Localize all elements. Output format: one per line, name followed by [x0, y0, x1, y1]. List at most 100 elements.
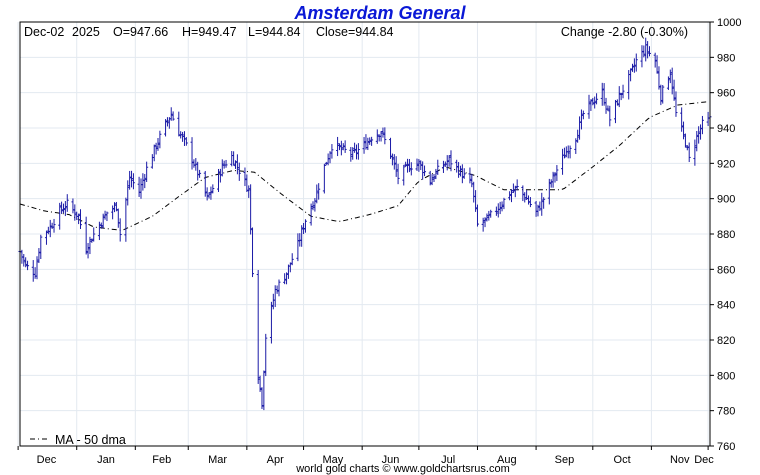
close-value: Close=944.84: [316, 25, 394, 39]
ohlc-bar: [39, 234, 43, 260]
ohlc-bar: [447, 155, 451, 167]
ohlc-bar: [269, 301, 273, 344]
ohlc-bar: [92, 227, 96, 242]
ohlc-bar: [600, 82, 604, 106]
ohlc-bar: [354, 144, 358, 160]
ohlc-bar: [309, 203, 313, 226]
ohlc-bar: [169, 107, 173, 121]
ohlc-bar: [381, 127, 385, 138]
ohlc-bar: [156, 138, 160, 151]
ohlc-bar: [145, 161, 149, 183]
ohlc-bar: [394, 156, 398, 177]
ohlc-bar: [88, 236, 92, 255]
ohlc-bar: [687, 142, 691, 163]
y-tick-label: 760: [717, 441, 735, 453]
y-tick-label: 1000: [717, 17, 741, 29]
ohlc-bar: [579, 109, 583, 130]
ohlc-bar: [52, 218, 56, 233]
ohlc-bar: [84, 216, 88, 255]
ohlc-bar: [666, 76, 670, 90]
ohlc-bar: [436, 159, 440, 175]
ohlc-bar: [606, 105, 610, 112]
ohlc-bar: [423, 165, 427, 177]
ohlc-bar: [555, 165, 559, 182]
ohlc-bar: [235, 154, 239, 175]
ohlc-bar: [343, 140, 347, 153]
ma-50dma-path: [19, 101, 709, 232]
ohlc-bar: [562, 147, 566, 159]
ohlc-bar: [502, 197, 506, 210]
ohlc-bar: [700, 115, 704, 135]
ohlc-bar: [130, 170, 134, 188]
x-tick-label: Oct: [614, 454, 631, 466]
year-label: 2025: [72, 25, 100, 39]
ohlc-bar: [523, 192, 527, 203]
x-tick-label: Jun: [382, 454, 400, 466]
ohlc-bar: [508, 191, 512, 201]
ohlc-bar: [339, 140, 343, 156]
ohlc-bar: [353, 142, 357, 153]
moving-average-line: [19, 101, 709, 232]
ohlc-bar: [349, 146, 353, 162]
ohlc-bar: [646, 41, 650, 59]
ohlc-bar: [35, 256, 39, 280]
ohlc-bar: [581, 110, 585, 120]
ohlc-bar: [396, 163, 400, 185]
ohlc-bar: [368, 137, 372, 145]
ohlc-bar: [177, 111, 181, 137]
x-tick-label: Jan: [97, 454, 115, 466]
ohlc-bar: [670, 67, 674, 95]
ohlc-bar: [152, 144, 156, 162]
ohlc-bar: [283, 273, 287, 285]
ohlc-bar: [118, 218, 122, 242]
ohlc-bar: [303, 219, 307, 233]
ohlc-bar: [63, 201, 67, 217]
ohlc-bar: [417, 159, 421, 172]
ohlc-bar: [101, 213, 105, 229]
ohlc-bar: [165, 117, 169, 127]
ohlc-bar: [542, 197, 546, 209]
x-tick-label: Nov: [670, 454, 690, 466]
ohlc-bar: [513, 185, 517, 198]
ohlc-bar: [262, 370, 266, 411]
ohlc-bar: [402, 164, 406, 186]
ohlc-bar: [22, 254, 26, 267]
y-tick-label: 860: [717, 264, 735, 276]
ohlc-bar: [61, 203, 65, 213]
ohlc-bars: [18, 37, 712, 411]
y-tick-label: 820: [717, 335, 735, 347]
ohlc-bar: [634, 53, 638, 72]
ohlc-bar: [77, 213, 81, 225]
ohlc-bar: [498, 201, 502, 215]
ohlc-bar: [460, 164, 464, 184]
ohlc-bar: [661, 85, 665, 104]
ohlc-bar: [449, 150, 453, 172]
ohlc-bar: [566, 145, 570, 159]
ohlc-bar: [430, 174, 434, 186]
ohlc-bar: [655, 55, 659, 74]
ohlc-bar: [86, 243, 90, 259]
ohlc-bar: [90, 238, 94, 243]
ohlc-bar: [475, 204, 479, 227]
x-axis: Dec Jan Feb Mar Apr May Jun Jul Aug Sep Oct Nov Dec: [17, 446, 714, 466]
y-tick-label: 840: [717, 300, 735, 312]
ohlc-bar: [260, 387, 264, 409]
ohlc-bar: [428, 170, 432, 186]
ohlc-bar: [336, 136, 340, 157]
ohlc-bar: [668, 69, 672, 84]
ohlc-bar: [536, 204, 540, 217]
ohlc-bar: [211, 184, 215, 194]
ohlc-bar: [434, 168, 438, 180]
ohlc-bar: [608, 105, 612, 127]
ohlc-bar: [258, 375, 262, 392]
ohlc-bar: [337, 143, 341, 151]
ohlc-bar: [181, 131, 185, 142]
ohlc-bar: [682, 121, 686, 140]
legend-ma-label: MA - 50 dma: [55, 433, 126, 447]
x-tick-label: Dec: [694, 454, 714, 466]
x-tick-label: Aug: [497, 454, 517, 466]
ohlc-bar: [441, 160, 445, 173]
ohlc-bar: [695, 130, 699, 152]
ohlc-bar: [593, 96, 597, 109]
ohlc-bar: [362, 137, 366, 154]
